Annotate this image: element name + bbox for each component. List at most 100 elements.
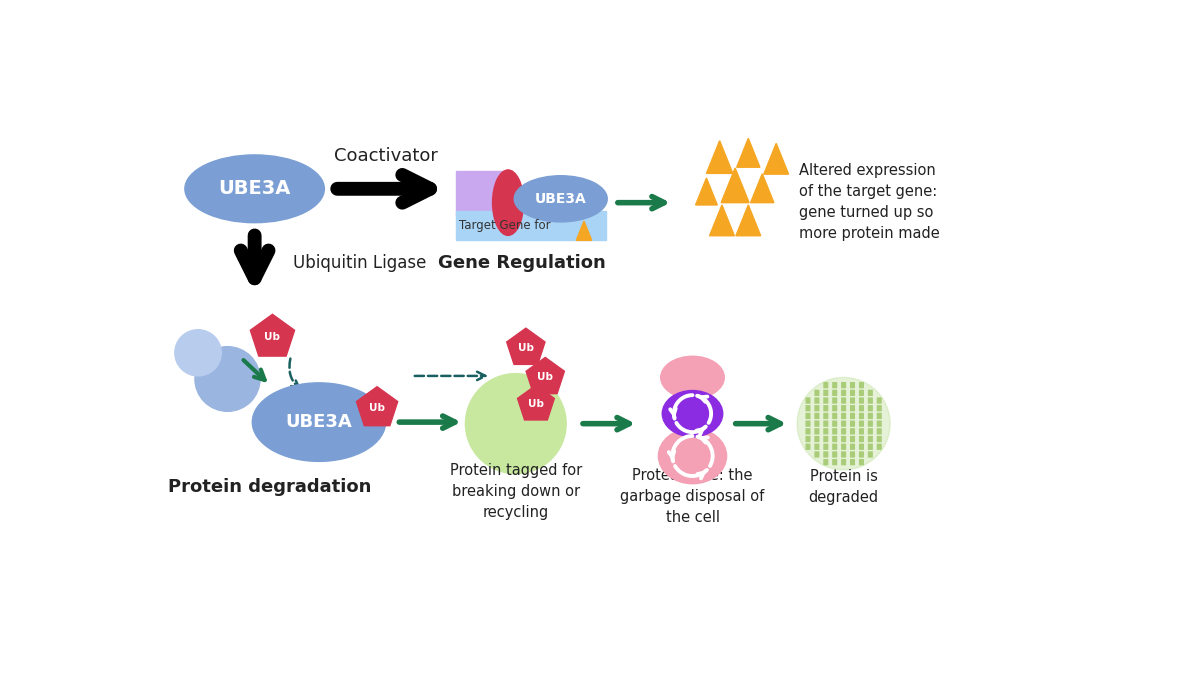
FancyBboxPatch shape	[832, 398, 838, 404]
FancyBboxPatch shape	[868, 428, 872, 435]
Polygon shape	[736, 205, 761, 236]
FancyBboxPatch shape	[850, 405, 856, 411]
FancyBboxPatch shape	[859, 389, 864, 396]
FancyBboxPatch shape	[841, 459, 846, 465]
FancyBboxPatch shape	[815, 413, 820, 419]
Text: Protein tagged for
breaking down or
recycling: Protein tagged for breaking down or recy…	[450, 463, 582, 520]
Text: Ub: Ub	[370, 403, 385, 413]
Circle shape	[797, 377, 890, 470]
Text: UBE3A: UBE3A	[218, 180, 290, 198]
FancyBboxPatch shape	[823, 421, 828, 427]
Ellipse shape	[662, 391, 722, 437]
FancyBboxPatch shape	[841, 443, 846, 450]
FancyBboxPatch shape	[815, 428, 820, 435]
FancyBboxPatch shape	[832, 389, 838, 396]
FancyBboxPatch shape	[850, 443, 856, 450]
Text: Gene Regulation: Gene Regulation	[438, 254, 606, 273]
FancyBboxPatch shape	[859, 382, 864, 388]
Polygon shape	[576, 221, 592, 240]
Text: Ub: Ub	[538, 373, 553, 383]
FancyBboxPatch shape	[850, 413, 856, 419]
Text: Coactivator: Coactivator	[335, 146, 438, 165]
Ellipse shape	[661, 356, 725, 399]
Text: Target Gene for: Target Gene for	[460, 219, 551, 232]
FancyBboxPatch shape	[815, 443, 820, 450]
FancyBboxPatch shape	[805, 436, 810, 442]
Text: Protein degradation: Protein degradation	[168, 478, 372, 496]
Polygon shape	[763, 143, 788, 174]
FancyBboxPatch shape	[868, 452, 872, 458]
FancyBboxPatch shape	[832, 459, 838, 465]
FancyBboxPatch shape	[823, 382, 828, 388]
FancyBboxPatch shape	[823, 459, 828, 465]
FancyBboxPatch shape	[841, 398, 846, 404]
FancyBboxPatch shape	[815, 398, 820, 404]
FancyBboxPatch shape	[850, 428, 856, 435]
Polygon shape	[737, 138, 760, 167]
Text: Ubiquitin Ligase: Ubiquitin Ligase	[293, 254, 427, 273]
Text: UBE3A: UBE3A	[535, 192, 587, 206]
FancyBboxPatch shape	[877, 421, 882, 427]
Polygon shape	[356, 387, 397, 426]
FancyBboxPatch shape	[823, 428, 828, 435]
Ellipse shape	[515, 176, 607, 222]
FancyBboxPatch shape	[832, 382, 838, 388]
FancyBboxPatch shape	[868, 413, 872, 419]
FancyBboxPatch shape	[815, 436, 820, 442]
FancyBboxPatch shape	[823, 389, 828, 396]
FancyBboxPatch shape	[823, 443, 828, 450]
Ellipse shape	[659, 428, 727, 484]
FancyBboxPatch shape	[859, 428, 864, 435]
FancyBboxPatch shape	[859, 421, 864, 427]
FancyBboxPatch shape	[832, 413, 838, 419]
Ellipse shape	[185, 155, 324, 223]
FancyBboxPatch shape	[805, 405, 810, 411]
FancyBboxPatch shape	[841, 421, 846, 427]
FancyBboxPatch shape	[805, 413, 810, 419]
Polygon shape	[707, 140, 733, 173]
FancyBboxPatch shape	[815, 421, 820, 427]
FancyBboxPatch shape	[841, 428, 846, 435]
FancyBboxPatch shape	[859, 398, 864, 404]
FancyBboxPatch shape	[823, 405, 828, 411]
FancyBboxPatch shape	[815, 405, 820, 411]
FancyBboxPatch shape	[868, 421, 872, 427]
FancyBboxPatch shape	[841, 389, 846, 396]
FancyBboxPatch shape	[877, 405, 882, 411]
FancyBboxPatch shape	[859, 405, 864, 411]
FancyBboxPatch shape	[823, 452, 828, 458]
FancyBboxPatch shape	[859, 443, 864, 450]
FancyBboxPatch shape	[841, 452, 846, 458]
Polygon shape	[517, 385, 554, 420]
FancyBboxPatch shape	[877, 428, 882, 435]
FancyBboxPatch shape	[832, 452, 838, 458]
FancyBboxPatch shape	[841, 436, 846, 442]
FancyBboxPatch shape	[815, 452, 820, 458]
FancyBboxPatch shape	[850, 436, 856, 442]
FancyBboxPatch shape	[868, 436, 872, 442]
FancyBboxPatch shape	[823, 413, 828, 419]
Text: Proteasome: the
garbage disposal of
the cell: Proteasome: the garbage disposal of the …	[620, 468, 764, 525]
FancyBboxPatch shape	[841, 405, 846, 411]
Polygon shape	[526, 358, 564, 394]
FancyBboxPatch shape	[859, 436, 864, 442]
FancyBboxPatch shape	[850, 398, 856, 404]
FancyBboxPatch shape	[850, 452, 856, 458]
FancyBboxPatch shape	[823, 398, 828, 404]
FancyBboxPatch shape	[868, 389, 872, 396]
FancyBboxPatch shape	[832, 443, 838, 450]
FancyBboxPatch shape	[832, 405, 838, 411]
FancyBboxPatch shape	[823, 436, 828, 442]
FancyBboxPatch shape	[832, 436, 838, 442]
Text: Protein is
degraded: Protein is degraded	[809, 469, 878, 505]
FancyBboxPatch shape	[850, 421, 856, 427]
Circle shape	[466, 373, 566, 474]
FancyBboxPatch shape	[877, 413, 882, 419]
Text: Altered expression
of the target gene:
gene turned up so
more protein made: Altered expression of the target gene: g…	[799, 163, 941, 241]
FancyBboxPatch shape	[815, 389, 820, 396]
FancyBboxPatch shape	[859, 459, 864, 465]
FancyBboxPatch shape	[850, 382, 856, 388]
FancyBboxPatch shape	[832, 421, 838, 427]
Text: Ub: Ub	[518, 343, 534, 353]
Polygon shape	[696, 178, 718, 205]
